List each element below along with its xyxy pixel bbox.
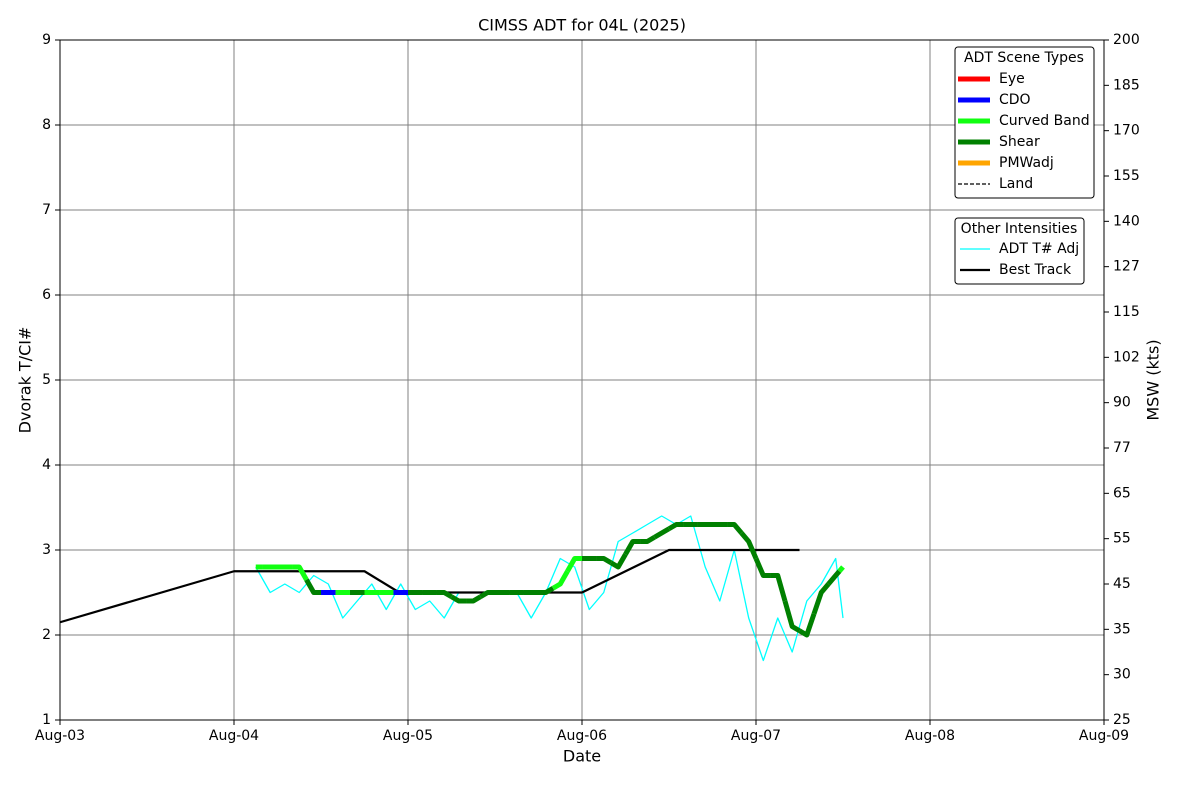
y2-tick-label: 127 [1113, 259, 1140, 275]
x-tick-label: Aug-07 [731, 728, 781, 744]
x-tick-label: Aug-06 [557, 728, 607, 744]
axes: Aug-03 Aug-04 Aug-05 Aug-06 Aug-07 Aug-08 Aug-… [35, 32, 1140, 744]
y2-tick-label: 200 [1113, 32, 1140, 48]
scene-segment [551, 570, 570, 591]
x-tick-label: Aug-09 [1079, 728, 1129, 744]
scene-segment [596, 556, 613, 565]
scene-segment [538, 586, 555, 595]
y-tick-label: 4 [42, 457, 51, 473]
y-tick-label: 2 [42, 627, 51, 643]
y-tick-label: 1 [42, 712, 51, 728]
legend-title: ADT Scene Types [964, 50, 1084, 66]
scene-segment [609, 553, 628, 570]
legend-box [954, 46, 1095, 199]
scene-segment [653, 526, 671, 540]
x-tick-label: Aug-04 [209, 728, 259, 744]
legend-label: PMWadj [999, 155, 1054, 171]
legend-box [954, 217, 1085, 285]
scene-segment [770, 573, 788, 602]
scene-segment [782, 600, 801, 633]
scene-segment [292, 564, 309, 581]
scene-segment [667, 522, 684, 531]
scene-segment [727, 522, 744, 535]
y-tick-label: 9 [42, 32, 51, 48]
legend-label: Eye [999, 71, 1025, 87]
scene-segment [640, 535, 656, 544]
y2-tick-label: 25 [1113, 712, 1131, 728]
legend-label: Curved Band [999, 113, 1090, 129]
legend-label: Land [999, 176, 1033, 192]
y2-tick-label: 90 [1113, 395, 1131, 411]
y2-axis-label: MSW (kts) [1144, 339, 1163, 420]
scene-segment [753, 557, 771, 578]
y2-tick-label: 115 [1113, 304, 1140, 320]
y2-tick-label: 77 [1113, 440, 1131, 456]
legend-title: Other Intensities [961, 221, 1078, 237]
scene-segment [436, 590, 453, 599]
y-tick-label: 7 [42, 202, 51, 218]
plot-area [59, 515, 845, 662]
y2-tick-label: 155 [1113, 168, 1140, 184]
x-axis-label: Date [563, 747, 601, 766]
scene-segment [450, 594, 467, 604]
y2-tick-label: 102 [1113, 349, 1140, 365]
adt-adj-line [255, 515, 844, 662]
scene-segment [304, 578, 321, 595]
y2-tick-label: 185 [1113, 77, 1140, 93]
scene-segment [479, 590, 495, 599]
scene-segment [811, 582, 831, 615]
scene-segment [837, 565, 845, 573]
scene-segment [623, 539, 641, 556]
y2-tick-label: 35 [1113, 621, 1131, 637]
scene-segment [826, 569, 842, 586]
legend-label: Best Track [999, 262, 1072, 278]
legend-other-intensities: Other Intensities ADT T# Adj Best Track [954, 217, 1085, 285]
chart-title: CIMSS ADT for 04L (2025) [478, 16, 686, 35]
scene-segment [466, 594, 482, 604]
legend-label: ADT T# Adj [999, 241, 1079, 257]
y-tick-label: 3 [42, 542, 51, 558]
y-axis-label: Dvorak T/CI# [16, 327, 35, 434]
scene-segment [798, 612, 817, 638]
scene-segment [739, 531, 759, 560]
legend-scene-types: ADT Scene Types Eye CDO Curved Band Shear PM… [954, 46, 1095, 199]
x-tick-label: Aug-05 [383, 728, 433, 744]
x-tick-label: Aug-08 [905, 728, 955, 744]
y2-tick-label: 170 [1113, 123, 1140, 139]
y2-tick-label: 140 [1113, 213, 1140, 229]
y-tick-label: 8 [42, 117, 51, 133]
y-tick-label: 5 [42, 372, 51, 388]
legend-label: Shear [999, 134, 1040, 150]
y-tick-label: 6 [42, 287, 51, 303]
y2-tick-label: 45 [1113, 576, 1131, 592]
y2-tick-label: 30 [1113, 667, 1131, 683]
scene-segment [565, 556, 582, 573]
y2-tick-label: 55 [1113, 531, 1131, 547]
y2-tick-label: 65 [1113, 485, 1131, 501]
legend-label: CDO [999, 92, 1031, 108]
x-tick-label: Aug-03 [35, 728, 85, 744]
